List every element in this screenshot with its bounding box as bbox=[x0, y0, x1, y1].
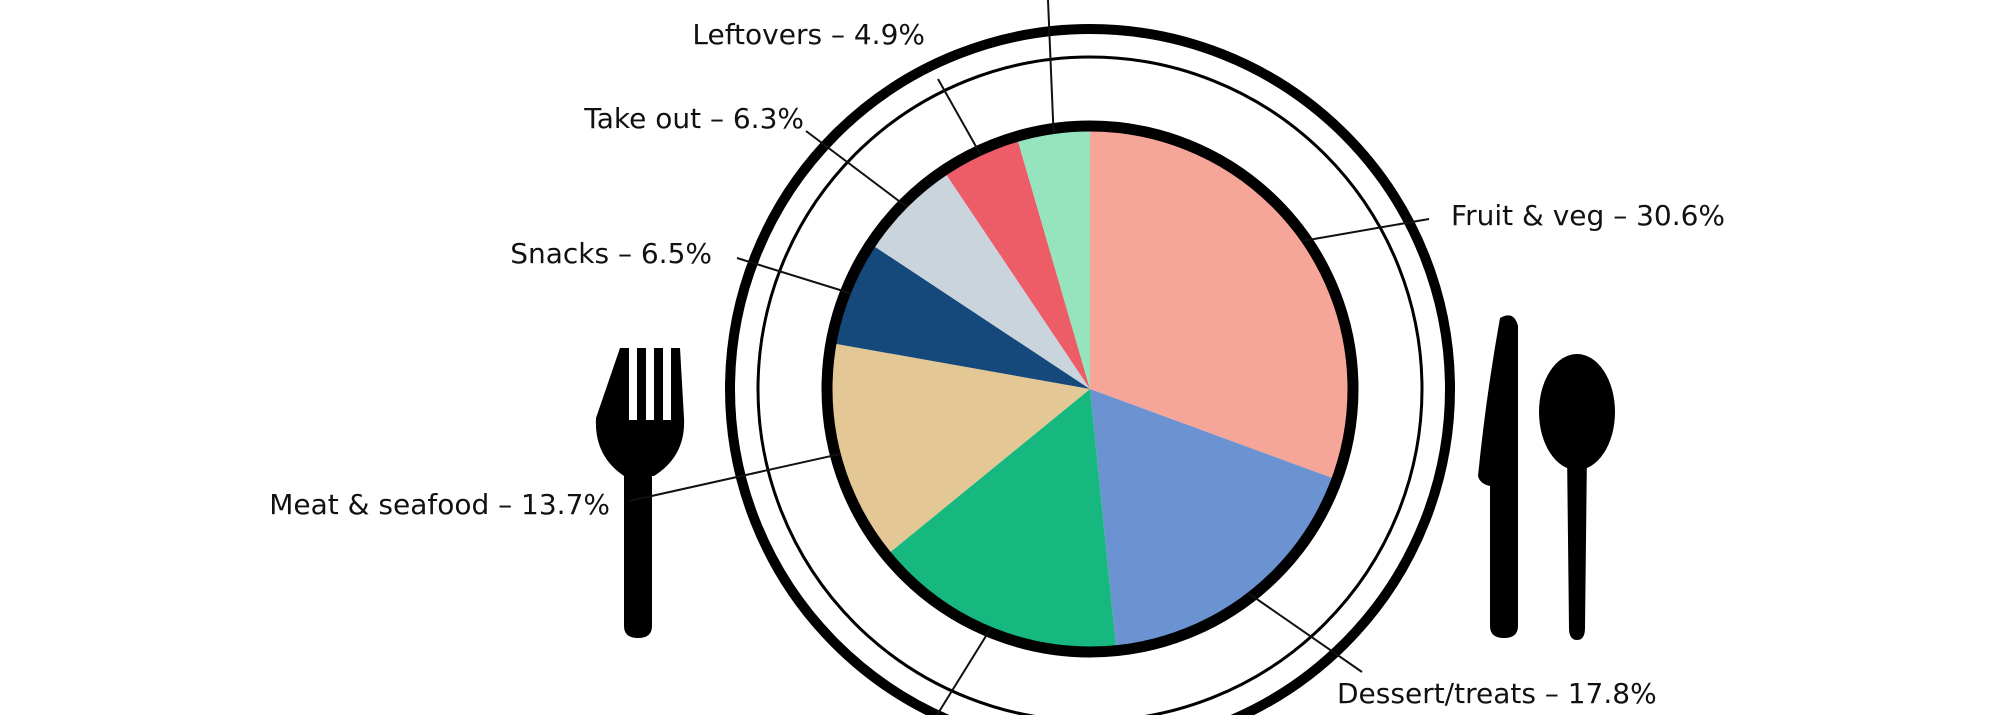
knife-icon bbox=[1478, 315, 1518, 638]
pie-rim bbox=[821, 120, 1359, 658]
leader-line bbox=[805, 130, 908, 208]
pie-slice bbox=[1090, 389, 1336, 649]
pie bbox=[828, 128, 1351, 650]
slice-label: Snacks – 6.5% bbox=[510, 237, 712, 270]
leader-line bbox=[1047, 0, 1055, 134]
pie-slice bbox=[1017, 128, 1090, 389]
fork-icon bbox=[595, 348, 685, 638]
leader-line bbox=[1247, 592, 1363, 673]
slice-label: Meat & seafood – 13.7% bbox=[269, 488, 610, 521]
plate-inner-ring bbox=[756, 55, 1424, 715]
pie-slice bbox=[872, 172, 1090, 389]
pie-slice bbox=[1090, 128, 1351, 479]
pie-slice bbox=[944, 138, 1090, 389]
slice-label: Fruit & veg – 30.6% bbox=[1451, 199, 1725, 232]
leader-line bbox=[936, 627, 992, 715]
pie-slice bbox=[828, 343, 1090, 555]
slice-label: Take out – 6.3% bbox=[583, 102, 804, 135]
slice-label: Dessert/treats – 17.8% bbox=[1337, 677, 1657, 710]
slice-label: Leftovers – 4.9% bbox=[692, 18, 925, 51]
spoon-icon bbox=[1539, 354, 1615, 640]
leader-line bbox=[937, 78, 982, 156]
leader-line bbox=[736, 257, 851, 295]
pie-slice bbox=[833, 245, 1090, 389]
labels: Fruit & veg – 30.6% Dessert/treats – 17.8… bbox=[269, 0, 1725, 715]
leader-line bbox=[628, 453, 841, 502]
pie-slice bbox=[887, 389, 1117, 650]
leader-line bbox=[1301, 218, 1430, 243]
